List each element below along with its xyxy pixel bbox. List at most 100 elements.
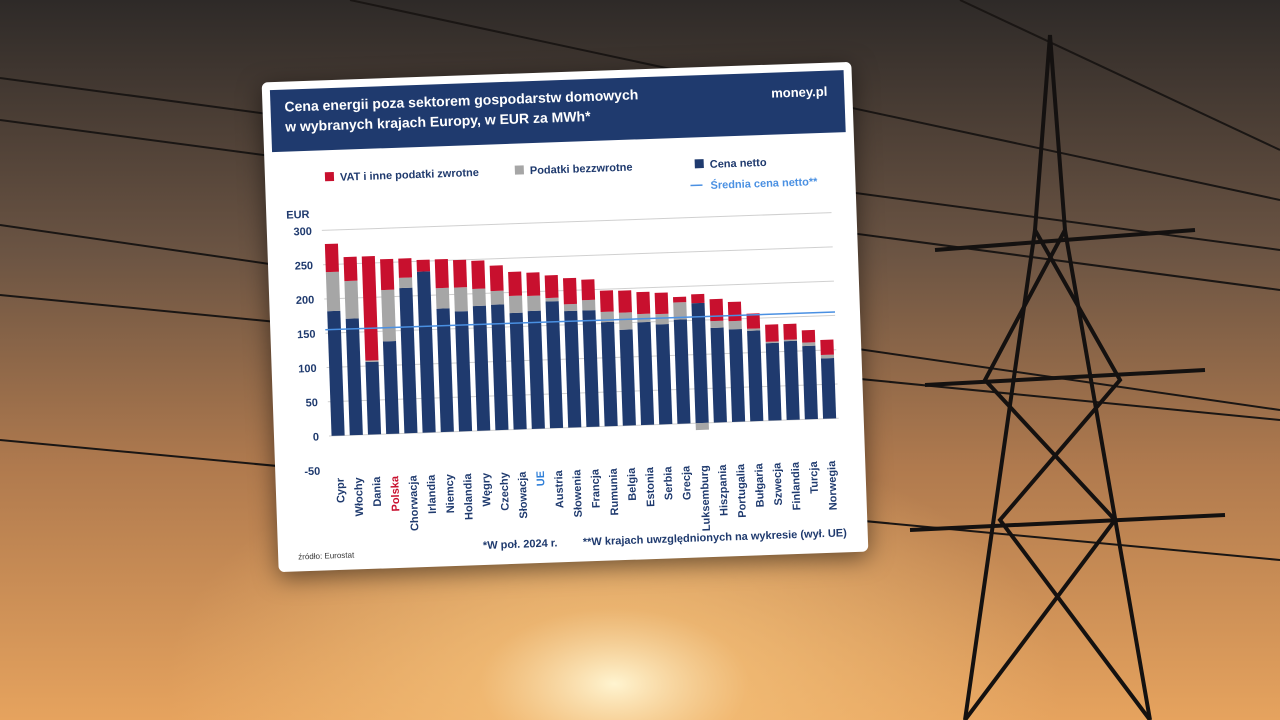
bar-segment — [820, 354, 835, 359]
bar-segment — [435, 287, 450, 309]
bar-segment — [526, 272, 541, 296]
bar-segment — [582, 310, 600, 428]
legend-swatch — [514, 165, 524, 175]
x-tick-label: Rumunia — [608, 467, 622, 515]
legend-swatch — [694, 159, 704, 169]
bar-segment — [783, 339, 797, 342]
y-tick-label: 200 — [296, 294, 315, 307]
x-tick-label: Cypr — [335, 477, 348, 503]
bar-segment — [472, 288, 486, 307]
bar-segment — [398, 277, 413, 289]
average-line — [325, 311, 836, 331]
bar-segment — [361, 256, 379, 361]
bar-segment — [380, 258, 395, 291]
bar-segment — [655, 313, 669, 325]
bar-segment — [801, 329, 816, 343]
bar-segment — [747, 328, 761, 331]
bar-segment — [581, 279, 596, 301]
bar-segment — [365, 361, 382, 435]
bar-segment — [747, 330, 764, 422]
bar-segment — [452, 259, 468, 288]
bar-segment — [544, 275, 559, 299]
x-tick-label: Grecja — [680, 465, 693, 501]
x-tick-label: Polska — [389, 475, 402, 512]
legend-label: VAT i inne podatki zwrotne — [340, 167, 479, 184]
bar-segment — [434, 258, 449, 289]
bar-segment — [527, 295, 541, 312]
chart-card: Cena energii poza sektorem gospodarstw d… — [261, 61, 869, 573]
x-tick-label: Włochy — [353, 476, 366, 516]
y-tick-label: 100 — [298, 363, 317, 376]
bar-segment — [416, 259, 431, 272]
bar-segment — [802, 345, 818, 420]
x-tick-label: Turcja — [808, 460, 821, 493]
y-tick-label: 150 — [297, 329, 316, 342]
bar-segment — [783, 323, 797, 340]
bar-segment — [416, 271, 436, 433]
bar-segment — [765, 342, 782, 421]
x-tick-label: Holandia — [462, 472, 476, 520]
y-tick-label: 300 — [293, 226, 312, 239]
bar-segment — [398, 258, 413, 278]
x-tick-label: Austria — [553, 469, 566, 508]
y-tick-label: 0 — [313, 431, 320, 443]
y-tick-label: -50 — [304, 466, 320, 479]
chart: Cena energii poza sektorem gospodarstw d… — [269, 70, 848, 561]
y-axis-label: EUR — [286, 209, 310, 222]
bar-segment — [618, 312, 633, 330]
bar-segment — [381, 289, 397, 342]
bar-segment — [399, 287, 418, 434]
bar-segment — [382, 341, 400, 435]
bar-segment — [710, 327, 727, 423]
bar-segment — [710, 320, 724, 329]
pylon — [909, 34, 1226, 720]
grid-line — [321, 212, 832, 231]
bar-segment — [765, 324, 779, 342]
x-tick-label: Szwecja — [771, 462, 785, 506]
x-tick-label: Bułgaria — [753, 462, 767, 507]
y-tick-label: 50 — [305, 397, 318, 409]
bar-segment — [802, 342, 816, 347]
bar-segment — [562, 277, 577, 305]
bar-segment — [820, 339, 834, 356]
bar-segment — [619, 329, 636, 426]
bar-segment — [691, 302, 709, 424]
x-tick-label: Czechy — [498, 471, 511, 511]
bar-segment — [695, 422, 709, 431]
x-tick-label: UE — [535, 471, 548, 487]
bar-segment — [691, 293, 705, 304]
bar-segment — [581, 299, 596, 311]
bar-segment — [324, 243, 339, 273]
y-tick-label: 250 — [295, 260, 314, 273]
bar-segment — [365, 360, 379, 363]
bar-segment — [673, 302, 687, 320]
legend-label: Podatki bezzwrotne — [530, 162, 633, 178]
x-tick-label: Węgry — [480, 472, 493, 507]
bar-segment — [508, 295, 523, 314]
x-tick-label: Luksemburg — [699, 465, 713, 531]
bar-segment — [637, 321, 655, 426]
x-tick-label: Francja — [589, 468, 602, 508]
brand: money.pl — [771, 84, 828, 101]
x-tick-label: Belgia — [626, 467, 639, 501]
bar-segment — [453, 287, 468, 312]
bar-segment — [489, 265, 504, 292]
x-tick-label: Słowacja — [517, 470, 531, 518]
x-tick-label: Słowenia — [571, 469, 585, 518]
footnote: *W poł. 2024 r. — [483, 537, 558, 552]
legend-label: Średnia cena netto** — [710, 175, 818, 192]
footnote: **W krajach uwzględnionych na wykresie (… — [583, 527, 848, 548]
x-tick-label: Estonia — [644, 466, 657, 507]
bar-segment — [491, 304, 509, 431]
bar-segment — [343, 256, 358, 282]
x-tick-label: Portugalia — [735, 463, 749, 518]
bar-segment — [545, 301, 564, 429]
bar-segment — [728, 320, 742, 330]
bar-segment — [564, 310, 582, 428]
bar-segment — [327, 310, 345, 436]
bar-segment — [545, 297, 559, 302]
bar-segment — [471, 260, 486, 289]
bar-segment — [345, 318, 363, 436]
bar-segment — [490, 290, 505, 305]
bar-segment — [636, 291, 651, 315]
